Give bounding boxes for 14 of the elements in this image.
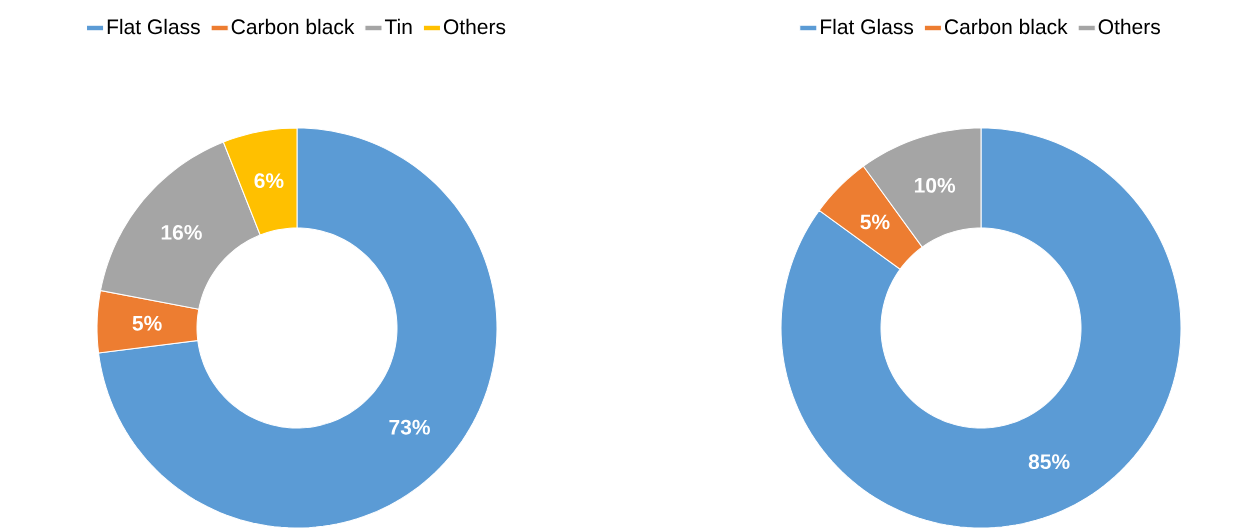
- data-label: 85%: [1028, 454, 1070, 470]
- legend-label: Tin: [384, 18, 412, 35]
- data-label: 6%: [254, 173, 284, 189]
- legend-label: Others: [443, 18, 506, 35]
- legend-label: Carbon black: [231, 18, 355, 35]
- data-label: 73%: [389, 419, 430, 435]
- legend-label: Others: [1098, 18, 1160, 35]
- data-label: 10%: [914, 177, 956, 193]
- data-label: 5%: [860, 214, 890, 230]
- data-label: 16%: [161, 224, 202, 240]
- legend-label: Flat Glass: [107, 18, 200, 35]
- data-label: 5%: [132, 315, 162, 331]
- legend-label: Carbon black: [944, 18, 1068, 35]
- legend-label: Flat Glass: [821, 18, 914, 35]
